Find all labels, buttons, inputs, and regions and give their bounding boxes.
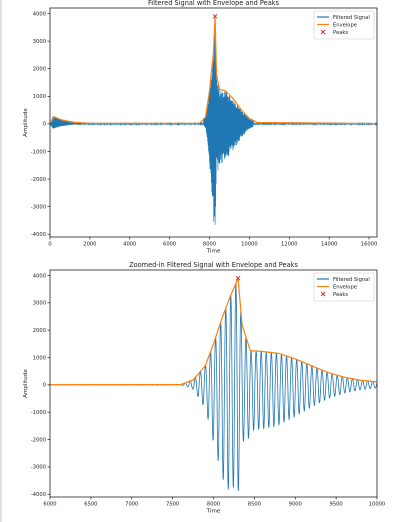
chart1-legend-label: Envelope [333,22,357,28]
chart2-xtick-label: 9500 [330,502,343,508]
chart2-legend-label: Filtered Signal [333,277,370,283]
chart1-ytick-label: 1000 [33,94,46,100]
left-edge-strip [0,0,2,522]
chart1-axes-frame [49,7,378,238]
chart1-ytick-label: 3000 [33,39,46,45]
chart1-xtick-label: 8000 [203,242,216,248]
chart2-ytick-label: -3000 [31,465,46,471]
chart2-xtick-label: 8500 [248,502,261,508]
chart2-title: Zoomed-in Filtered Signal with Envelope … [129,261,298,269]
chart2-ytick-label: 0 [43,383,46,389]
chart2-ytick-label: 4000 [33,273,46,279]
chart1-peak-marker [212,13,218,19]
chart2-ytick-label: 2000 [33,328,46,334]
chart2-xtick-label: 8000 [207,502,220,508]
chart2-series-filtered-signal [50,283,377,492]
chart2-xtick-label: 7000 [125,502,138,508]
chart1-xtick-label: 12000 [281,242,298,248]
chart2-legend-peaks-icon [320,291,326,297]
chart2-xtick-label: 10000 [369,502,386,508]
chart1-series-envelope [50,16,377,125]
chart1-legend-label: Peaks [333,30,348,36]
chart2-xtick-label: 6500 [84,502,97,508]
chart2: Zoomed-in Filtered Signal with Envelope … [23,261,385,515]
chart1-ytick-label: 2000 [33,66,46,72]
chart1-ytick-label: 4000 [33,11,46,17]
chart1-ytick-label: 0 [43,122,46,128]
chart1-xtick-label: 16000 [361,242,378,248]
chart1-legend-box [313,10,375,40]
chart1-legend-label: Filtered Signal [333,15,370,21]
chart2-ytick-label: 1000 [33,355,46,361]
chart2-xtick-label: 6000 [43,502,56,508]
chart2-peak-marker [235,275,241,281]
chart2-xtick-label: 9000 [289,502,302,508]
chart2-ytick-label: -1000 [31,410,46,416]
chart1-ytick-label: -4000 [31,232,46,238]
chart1-title: Filtered Signal with Envelope and Peaks [148,0,280,7]
chart2-ytick-label: -4000 [31,492,46,498]
chart2-ytick-label: -2000 [31,437,46,443]
chart1-ytick-label: -1000 [31,149,46,155]
chart1: Filtered Signal with Envelope and Peaks 0… [23,0,378,255]
chart2-ytick-label: 3000 [33,301,46,307]
chart1-ytick-label: -2000 [31,177,46,183]
chart1-xlabel: Time [206,249,221,255]
chart2-plot-area [50,277,377,492]
chart2-xtick-label: 7500 [166,502,179,508]
chart2-legend-label: Peaks [333,292,348,298]
chart2-ylabel: Amplitude [23,369,29,398]
chart1-xtick-label: 14000 [321,242,338,248]
chart1-series-filtered-signal [50,28,377,225]
chart1-xtick-label: 10000 [241,242,258,248]
chart1-xtick-label: 6000 [163,242,176,248]
chart2-xlabel: Time [206,509,221,515]
chart1-plot-area [50,16,377,225]
chart2-legend-label: Envelope [333,284,357,290]
chart2-series-envelope [50,277,377,386]
chart1-legend-peaks-icon [320,29,326,35]
chart1-xtick-label: 0 [48,242,51,248]
chart1-ylabel: Amplitude [23,108,29,137]
chart1-xtick-label: 2000 [83,242,96,248]
chart1-ytick-label: -3000 [31,204,46,210]
chart1-xtick-label: 4000 [123,242,136,248]
chart2-legend-box [313,272,375,302]
